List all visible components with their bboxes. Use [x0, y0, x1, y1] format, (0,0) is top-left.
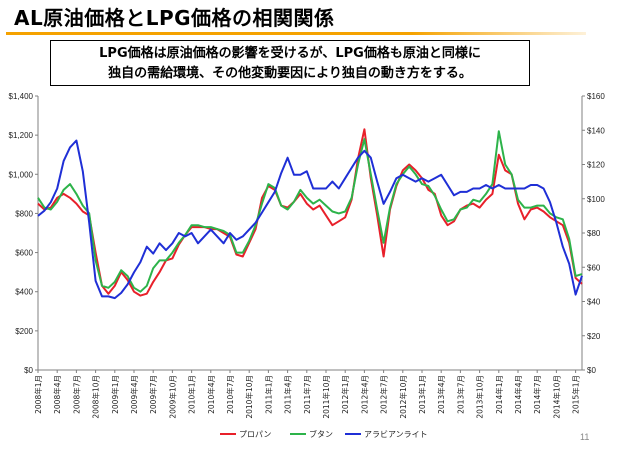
page-title: AL原油価格とLPG価格の相関関係: [14, 6, 335, 30]
x-tick-label: 2011年10月: [321, 375, 331, 419]
x-tick-label: 2014年4月: [513, 375, 523, 414]
callout-box: LPG価格は原油価格の影響を受けるが、LPG価格も原油と同様に 独自の需給環境、…: [50, 40, 530, 86]
x-tick-label: 2010年1月: [187, 375, 197, 414]
x-tick-label: 2010年4月: [206, 375, 216, 414]
y-right-tick-label: $100: [587, 195, 605, 204]
x-tick-label: 2014年1月: [494, 375, 504, 414]
y-right-tick-label: $120: [587, 161, 605, 170]
legend-label: ブタン: [309, 429, 333, 439]
x-tick-label: 2008年4月: [52, 375, 62, 414]
x-tick-label: 2013年7月: [455, 375, 465, 414]
x-tick-label: 2013年4月: [436, 375, 446, 414]
y-left-tick-label: $200: [15, 327, 33, 336]
x-tick-label: 2009年10月: [167, 375, 177, 419]
y-right-tick-label: $20: [587, 332, 601, 341]
series-line-プロパン: [37, 128, 583, 297]
y-right-tick-label: $60: [587, 263, 601, 272]
x-tick-label: 2012年1月: [340, 375, 350, 414]
x-tick-label: 2012年10月: [398, 375, 408, 419]
x-tick-label: 2009年7月: [148, 375, 158, 414]
y-left-tick-label: $1,000: [9, 170, 34, 179]
x-tick-label: 2008年7月: [71, 375, 81, 414]
series-line-ブタン: [37, 130, 583, 293]
x-tick-label: 2011年4月: [283, 375, 293, 414]
y-left-tick-label: $600: [15, 249, 33, 258]
x-tick-label: 2015年1月: [571, 375, 581, 414]
y-left-tick-label: $0: [24, 366, 33, 375]
y-right-tick-label: $80: [587, 229, 601, 238]
x-tick-label: 2013年10月: [475, 375, 485, 419]
series-line-アラビアンライト: [37, 139, 583, 300]
x-tick-label: 2011年7月: [302, 375, 312, 414]
x-tick-label: 2010年10月: [244, 375, 254, 419]
legend-label: プロパン: [239, 430, 271, 439]
x-tick-label: 2014年7月: [532, 375, 542, 414]
y-right-tick-label: $40: [587, 298, 601, 307]
x-tick-label: 2009年4月: [129, 375, 139, 414]
x-tick-label: 2014年10月: [551, 375, 561, 419]
x-tick-label: 2010年7月: [225, 375, 235, 414]
x-tick-label: 2009年1月: [110, 375, 120, 414]
callout-line-2: 独自の需給環境、その他変動要因により独自の動き方をする。: [108, 66, 472, 81]
x-tick-label: 2012年7月: [379, 375, 389, 414]
y-right-tick-label: $0: [587, 366, 596, 375]
x-tick-label: 2008年1月: [33, 375, 43, 414]
y-left-tick-label: $1,400: [9, 92, 34, 101]
callout-line-1: LPG価格は原油価格の影響を受けるが、LPG価格も原油と同様に: [99, 46, 481, 61]
x-tick-label: 2013年1月: [417, 375, 427, 414]
page-number: 11: [580, 432, 590, 442]
title-underline: [6, 32, 586, 35]
x-tick-label: 2012年4月: [359, 375, 369, 414]
y-left-tick-label: $800: [15, 209, 33, 218]
legend-label: アラビアンライト: [364, 430, 428, 439]
y-right-tick-label: $140: [587, 126, 605, 135]
y-left-tick-label: $1,200: [9, 131, 34, 140]
x-tick-label: 2008年10月: [91, 375, 101, 419]
y-right-tick-label: $160: [587, 92, 605, 101]
x-tick-label: 2011年1月: [263, 375, 273, 414]
y-left-tick-label: $400: [15, 288, 33, 297]
